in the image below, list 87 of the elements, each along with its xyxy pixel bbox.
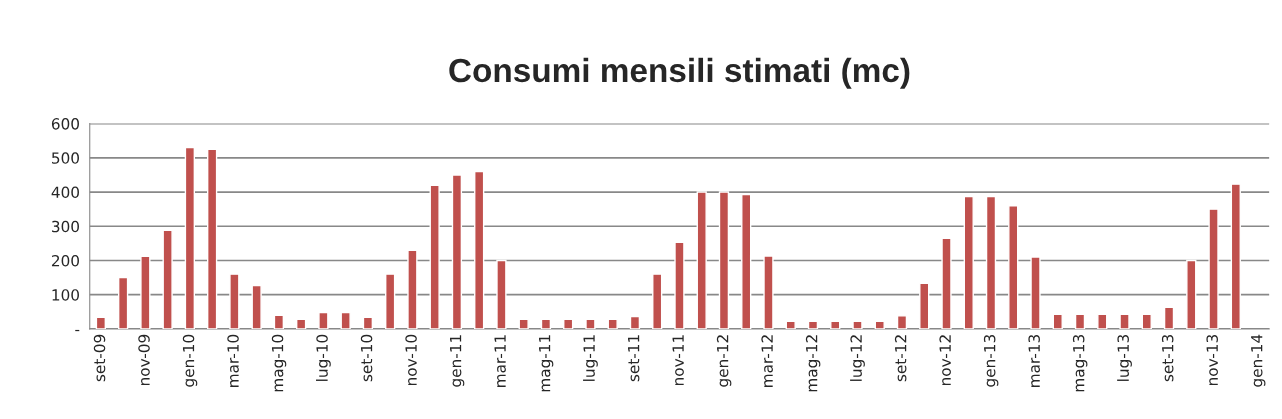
x-tick-label: lug-12 (850, 335, 865, 381)
bar (1230, 183, 1241, 329)
bar (785, 320, 796, 329)
bar (1208, 208, 1219, 329)
x-tick-label: mag-10 (271, 334, 287, 392)
bar (206, 148, 218, 329)
x-tick-label: mar-13 (1028, 335, 1040, 387)
bar (1186, 259, 1197, 329)
x-tick-label: mar-11 (494, 335, 506, 387)
y-tick-label: - (75, 329, 80, 332)
y-tick-label: 300 (52, 220, 79, 233)
bar (629, 315, 641, 329)
bar (162, 229, 173, 329)
y-tick-label: 500 (52, 152, 79, 164)
bar (919, 282, 930, 329)
bar (362, 316, 374, 329)
bar (95, 316, 107, 329)
bar (1163, 306, 1175, 329)
bar (474, 170, 485, 329)
x-tick-label: lug-11 (583, 335, 598, 381)
bar (674, 241, 685, 329)
bar (429, 184, 440, 329)
bar (718, 191, 730, 329)
x-tick-label: set-11 (628, 335, 640, 382)
bar (763, 255, 774, 329)
bar (652, 273, 663, 329)
x-tick-label: lug-10 (316, 334, 331, 381)
x-tick-label: set-12 (894, 335, 907, 382)
y-tick-label: 400 (51, 186, 79, 199)
x-tick-label: gen-11 (450, 335, 465, 387)
bar (1052, 313, 1063, 329)
bar (1141, 313, 1152, 329)
y-tick-label: 200 (51, 254, 79, 267)
bar (451, 174, 463, 329)
bar (1074, 313, 1086, 329)
bar (941, 237, 952, 329)
bar (340, 311, 351, 329)
x-tick-label: gen-14 (1251, 334, 1266, 387)
bar (1030, 256, 1041, 329)
bar (563, 318, 574, 329)
bar (985, 195, 997, 329)
bar (1008, 205, 1019, 329)
bar (696, 191, 707, 329)
x-tick-label: mag-11 (539, 335, 554, 392)
bar (229, 273, 240, 329)
x-tick-label: gen-12 (716, 335, 732, 387)
bar (296, 318, 307, 329)
bar (852, 320, 863, 329)
x-tick-label: mag-13 (1072, 335, 1088, 392)
x-tick-label: set-09 (93, 334, 106, 382)
bar (585, 318, 596, 329)
bar (496, 259, 507, 329)
y-tick-label: 600 (51, 118, 79, 130)
x-tick-label: gen-10 (182, 334, 198, 387)
x-tick-label: nov-12 (939, 335, 951, 386)
x-tick-label: set-13 (1161, 335, 1174, 382)
bar (251, 284, 262, 329)
bar (830, 320, 841, 329)
bar (184, 146, 196, 329)
x-tick-label: set-10 (360, 334, 373, 382)
x-tick-label: mar-12 (761, 335, 773, 387)
bar (1119, 313, 1130, 329)
bar (607, 318, 618, 329)
bar (874, 320, 885, 329)
x-tick-label: nov-10 (405, 334, 417, 386)
bar (117, 276, 129, 329)
bar (540, 318, 552, 329)
x-tick-label: nov-11 (672, 335, 684, 386)
bar (385, 273, 396, 329)
bar (407, 249, 418, 329)
x-tick-label: lug-13 (1117, 335, 1132, 381)
bar (741, 193, 752, 329)
x-tick-label: nov-09 (138, 334, 150, 386)
y-tick-label: 100 (52, 289, 79, 301)
chart-title: Consumi mensili stimati (mc) (449, 57, 910, 89)
x-tick-label: mar-10 (227, 334, 239, 387)
bar (807, 320, 819, 329)
x-tick-label: mag-12 (805, 335, 821, 392)
bar (318, 311, 329, 329)
x-tick-label: nov-13 (1206, 335, 1218, 386)
bar (518, 318, 529, 329)
x-tick-label: gen-13 (983, 335, 999, 387)
bar (963, 195, 974, 329)
bar (273, 314, 285, 329)
bar (140, 255, 151, 329)
bar (896, 315, 908, 329)
bar (1097, 313, 1108, 329)
